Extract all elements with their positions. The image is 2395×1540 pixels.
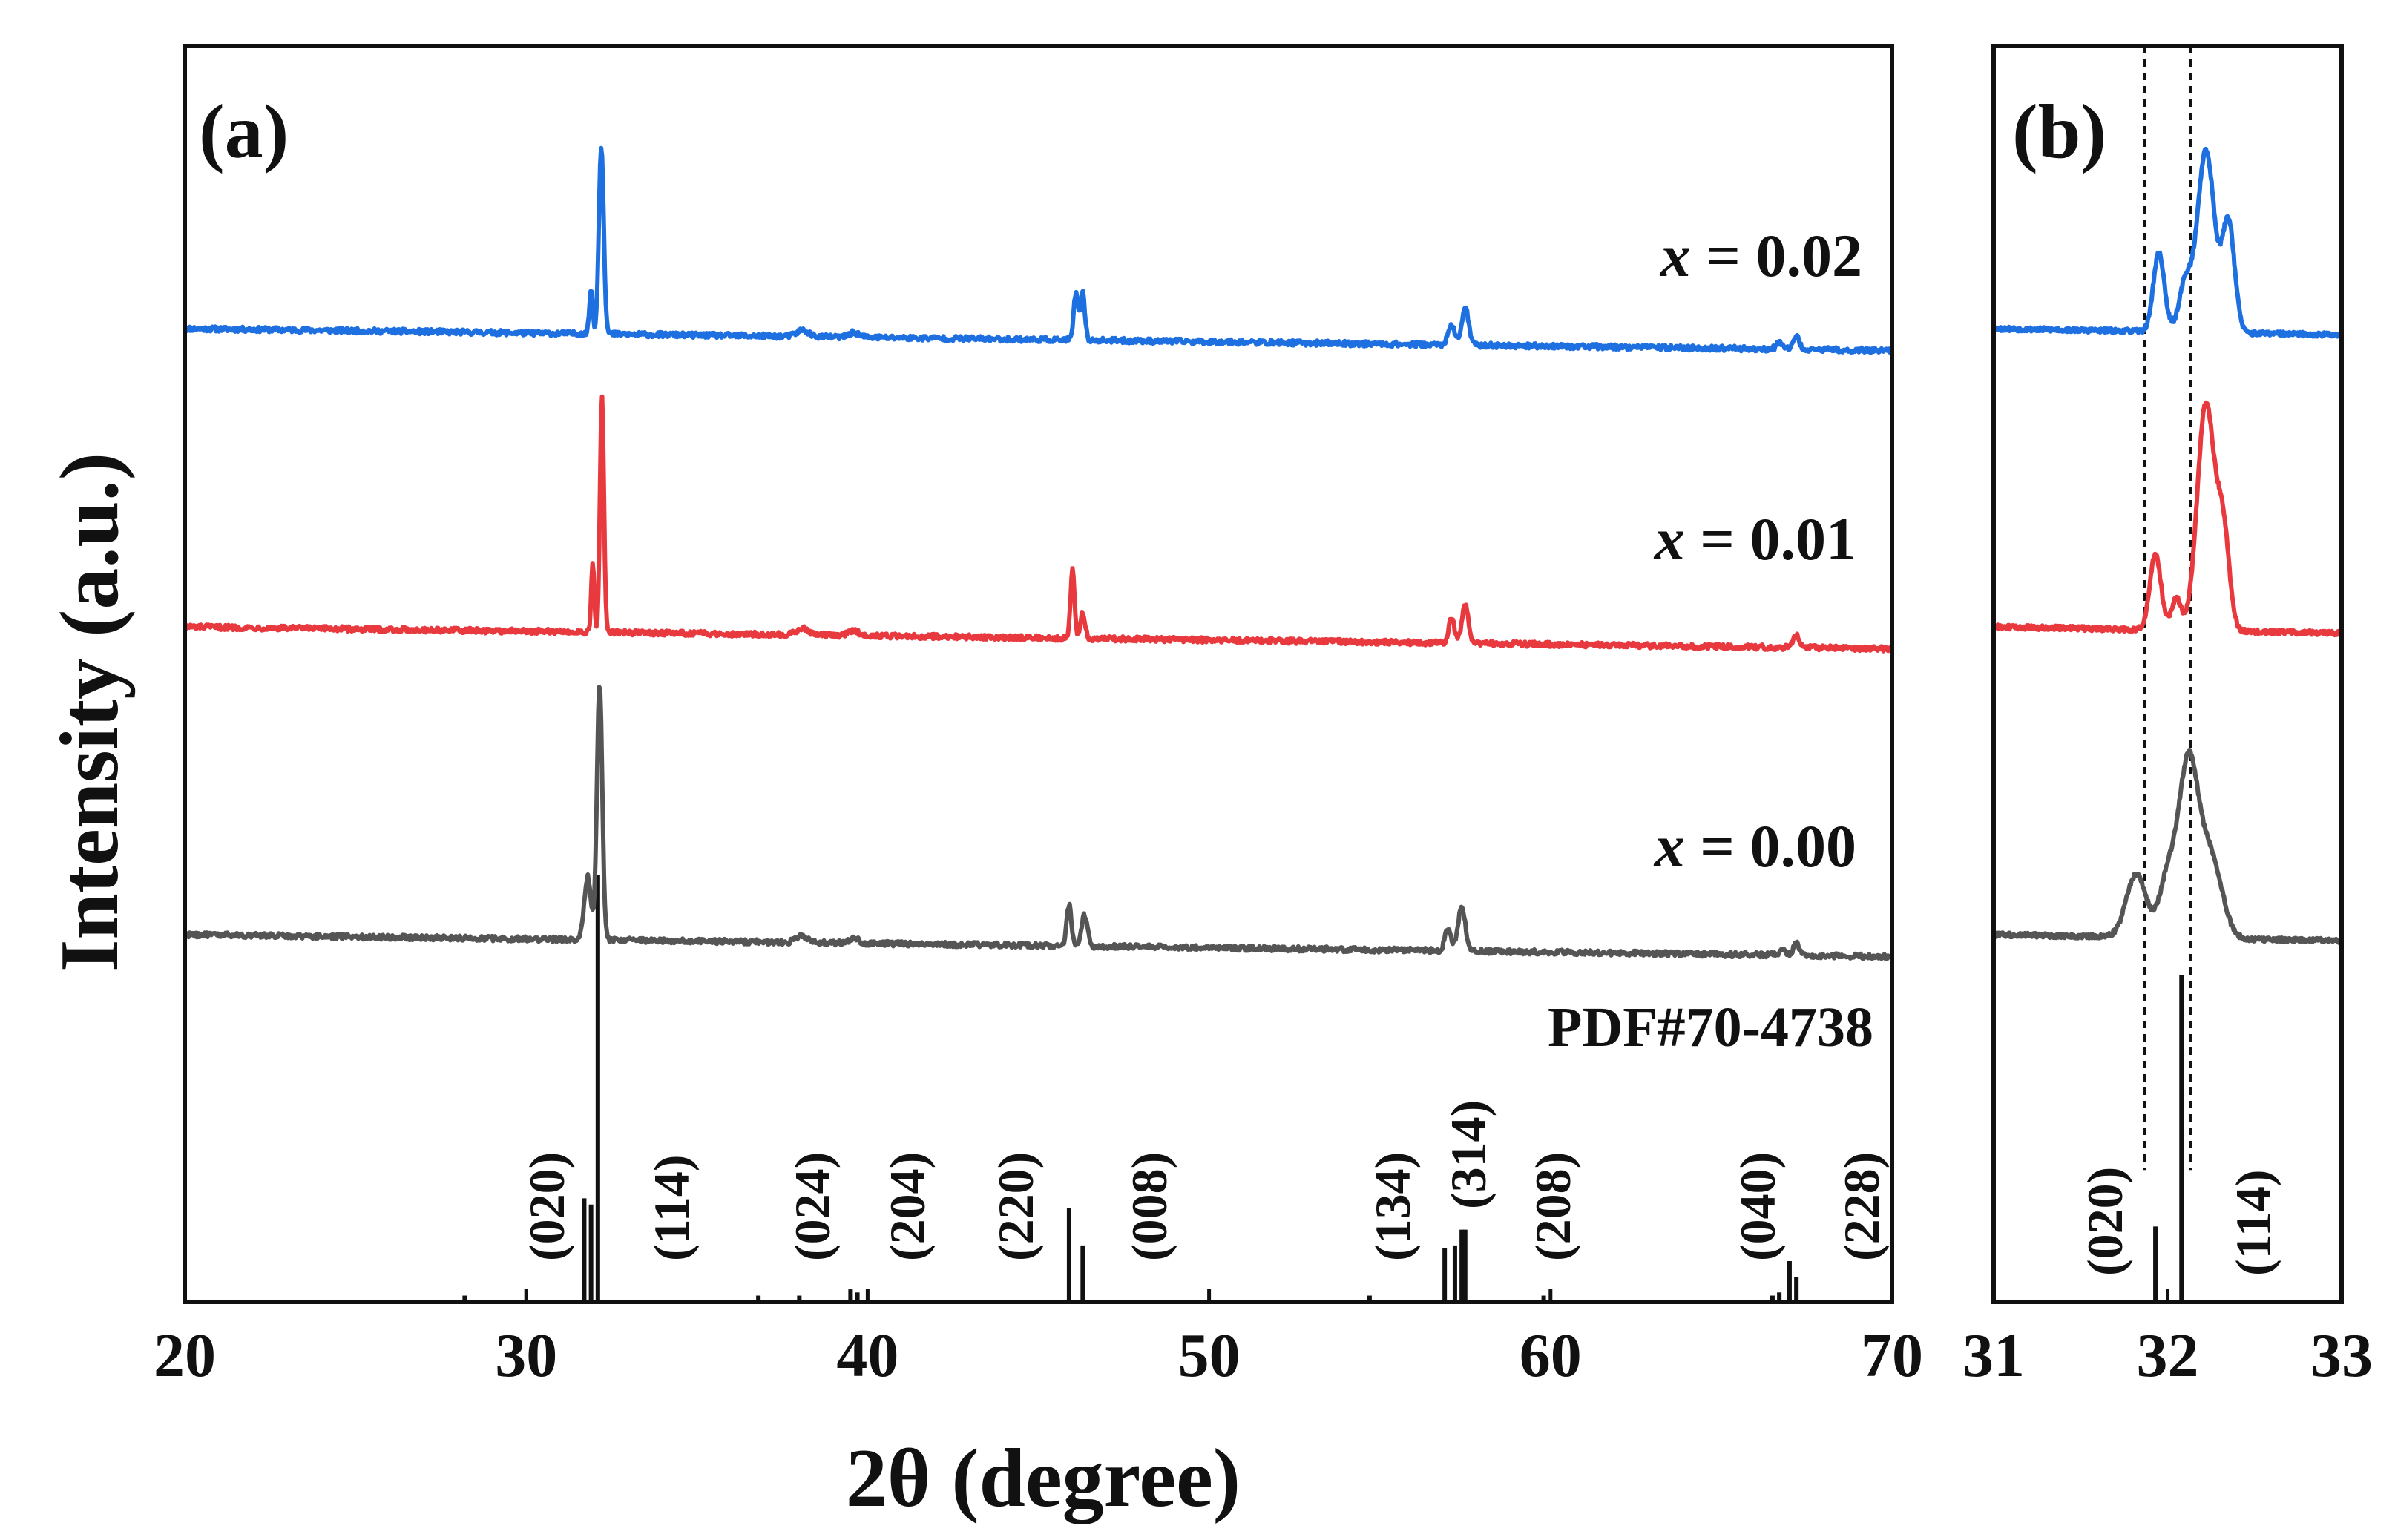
hkl-220: (220) — [988, 1152, 1044, 1261]
a-x-tick-label-20: 20 — [154, 1321, 216, 1390]
panel-b-label: (b) — [2012, 89, 2106, 174]
hkl-204: (204) — [879, 1152, 936, 1261]
panel-b-series — [1991, 146, 2344, 945]
panel-a-label: (a) — [199, 89, 289, 174]
panel-b-frame — [1991, 44, 2344, 1304]
a-x-tick-label-60: 60 — [1520, 1321, 1582, 1390]
xrd-zoom-line-002 — [1991, 146, 2344, 339]
a-x-tick-label-40: 40 — [836, 1321, 898, 1390]
panel-b-reference-sticks — [2153, 975, 2184, 1302]
panel-a-frame — [183, 44, 1894, 1304]
hkl-114: (114) — [643, 1154, 700, 1261]
b-x-tick-label-32: 32 — [2137, 1321, 2199, 1390]
series-label-x000: x = 0.00 — [1654, 812, 1856, 880]
panel-b: 31 32 33 (b) (020) (114) — [1962, 44, 2373, 1390]
series-label-x001: x = 0.01 — [1654, 505, 1856, 573]
xrd-zoom-line-001 — [1991, 400, 2344, 638]
xrd-line-000 — [183, 685, 1893, 961]
hkl-008: (008) — [1121, 1152, 1177, 1261]
hkl-020: (020) — [519, 1152, 575, 1261]
panel-b-x-ticks: 31 32 33 — [1962, 1289, 2373, 1390]
hkl-134: (134) — [1364, 1152, 1421, 1261]
xrd-line-002 — [183, 145, 1894, 355]
a-x-tick-label-50: 50 — [1178, 1321, 1241, 1390]
panel-a-x-ticks: 20 30 40 50 60 70 — [154, 1289, 1923, 1390]
hkl-024: (024) — [784, 1152, 841, 1261]
x-axis-label: 2θ (degree) — [846, 1432, 1241, 1524]
panel-a: 20 30 40 50 60 70 (a) x = 0.02 x = 0.01 x = 0… — [44, 44, 1923, 1524]
hkl-040: (040) — [1729, 1152, 1786, 1261]
xrd-zoom-line-000 — [1991, 748, 2344, 945]
y-axis-label: Intensity (a.u.) — [44, 453, 136, 972]
reference-pdf-label: PDF#70-4738 — [1548, 996, 1873, 1059]
hkl-b-020: (020) — [2077, 1167, 2133, 1276]
series-label-x002: x = 0.02 — [1660, 222, 1862, 289]
a-x-tick-label-30: 30 — [495, 1321, 557, 1390]
a-x-tick-label-70: 70 — [1861, 1321, 1923, 1390]
hkl-314: (314) — [1440, 1100, 1497, 1209]
hkl-228: (228) — [1833, 1152, 1890, 1261]
hkl-208: (208) — [1525, 1152, 1581, 1261]
b-x-tick-label-31: 31 — [1962, 1321, 2025, 1390]
xrd-line-001 — [183, 394, 1894, 654]
panel-a-series — [183, 145, 1894, 961]
hkl-b-114: (114) — [2225, 1169, 2281, 1276]
b-x-tick-label-33: 33 — [2310, 1321, 2373, 1390]
